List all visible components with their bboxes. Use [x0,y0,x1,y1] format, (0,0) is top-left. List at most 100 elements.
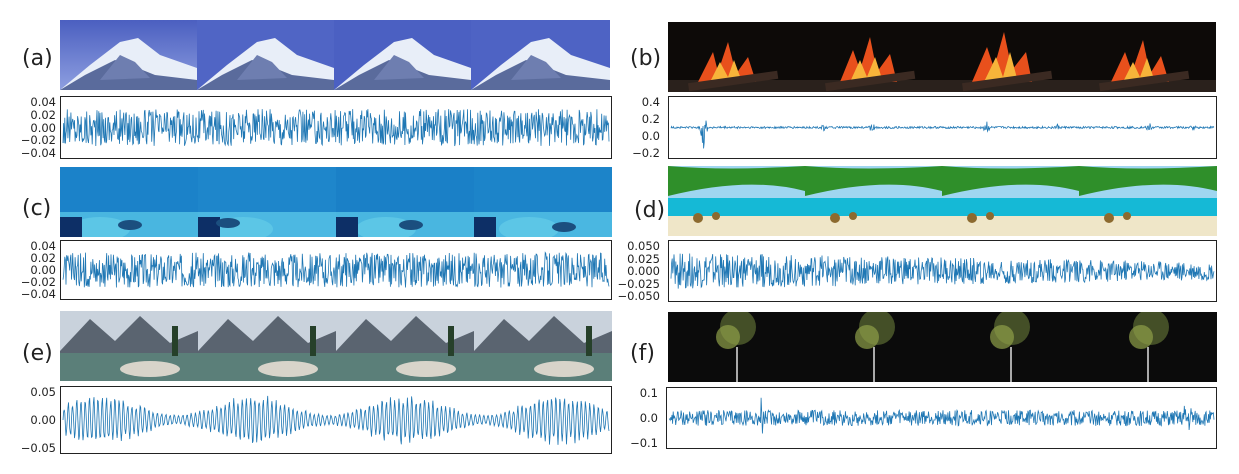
panel-b-frames [668,22,1216,92]
panel-a-label: (a) [22,46,53,71]
y-tick-label: 0.04 [30,95,56,109]
night-street-image [942,312,1079,382]
panel-d-label: (d) [634,198,666,223]
panel-b-frame-4 [1079,22,1216,92]
waveform-line [62,251,610,288]
panel-a-frames [60,20,610,90]
panel-c-waveform [60,240,612,300]
night-street-image [668,312,805,382]
panel-c-frame-1 [60,167,198,237]
fireplace-image [1079,22,1216,92]
snowy-mountain-image [60,20,197,90]
panel-b-waveform [668,96,1217,159]
tropical-beach-image [805,166,942,236]
y-tick-label: −0.04 [20,146,56,160]
y-tick-label: 0.02 [30,107,56,122]
panel-a-waveform [60,96,612,159]
panel-c-frames [60,167,612,237]
panel-a-frame-3 [334,20,471,90]
tropical-beach-image [1079,166,1217,236]
panel-e-frames [60,311,612,381]
y-tick-label: 0.02 [30,251,56,265]
panel-f-frame-2 [805,312,942,382]
waveform-plot [62,395,610,445]
waveform-plot [668,397,1215,434]
panel-b-frame-2 [805,22,942,92]
panel-c-frame-3 [336,167,474,237]
mountain-lake-image [60,311,198,381]
y-tick-label: 0.0 [639,411,658,425]
panel-d-frame-1 [668,166,805,236]
y-tick-label: 0.05 [30,385,56,399]
panel-b-frame-1 [668,22,805,92]
mountain-lake-image [336,311,474,381]
y-tick-label: −0.02 [20,133,56,148]
panel-d-frame-3 [942,166,1079,236]
panel-f-frames [668,312,1217,382]
y-tick-label: 0.000 [627,264,660,278]
waveform-line [62,109,610,147]
fireplace-image [805,22,942,92]
panel-b-label: (b) [630,46,662,71]
underwater-image [60,167,198,237]
y-tick-label: −0.050 [617,289,660,303]
panel-d-frames [668,166,1217,236]
snowy-mountain-image [471,20,610,90]
panel-b-frame-3 [942,22,1079,92]
panel-f-label: (f) [630,341,655,366]
panel-f-frame-3 [942,312,1079,382]
waveform-line [670,120,1215,149]
y-tick-label: 0.04 [30,239,56,253]
y-tick-label: −0.02 [20,275,56,289]
tropical-beach-image [942,166,1079,236]
panel-d-frame-2 [805,166,942,236]
y-tick-label: 0.00 [30,413,56,427]
snowy-mountain-image [197,20,334,90]
panel-a-frame-2 [197,20,334,90]
y-tick-label: 0.2 [641,112,660,126]
y-tick-label: −0.1 [630,436,658,450]
tropical-beach-image [668,166,805,236]
y-tick-label: 0.025 [627,251,660,266]
night-street-image [1079,312,1217,382]
waveform-plot [670,120,1215,149]
mountain-lake-image [198,311,336,381]
y-tick-label: 0.4 [641,95,660,109]
underwater-image [198,167,336,237]
y-tick-label: −0.2 [632,146,660,160]
panel-e-frame-2 [198,311,336,381]
y-tick-label: −0.04 [20,287,56,301]
panel-e-frame-3 [336,311,474,381]
panel-e-frame-4 [474,311,612,381]
waveform-plot [62,109,610,147]
y-tick-label: 0.00 [30,120,56,135]
panel-f-frame-4 [1079,312,1217,382]
panel-d-frame-4 [1079,166,1217,236]
y-tick-label: 0.0 [641,129,660,143]
panel-a-frame-4 [471,20,610,90]
panel-e-frame-1 [60,311,198,381]
fireplace-image [668,22,805,92]
panel-d-waveform [668,240,1217,302]
snowy-mountain-image [334,20,471,90]
panel-f-frame-1 [668,312,805,382]
waveform-plot [670,253,1215,289]
underwater-image [336,167,474,237]
panel-c-frame-2 [198,167,336,237]
underwater-image [474,167,612,237]
y-tick-label: −0.05 [20,441,56,455]
waveform-line [62,395,610,445]
panel-e-waveform [60,386,612,454]
panel-a-frame-1 [60,20,197,90]
night-street-image [805,312,942,382]
y-tick-label: 0.00 [30,263,56,277]
panel-e-label: (e) [22,341,53,366]
mountain-lake-image [474,311,612,381]
panel-c-label: (c) [22,196,52,221]
y-tick-label: 0.050 [627,239,660,253]
waveform-plot [62,251,610,288]
fireplace-image [942,22,1079,92]
y-tick-label: 0.1 [639,386,658,400]
waveform-line [670,253,1215,289]
panel-c-frame-4 [474,167,612,237]
